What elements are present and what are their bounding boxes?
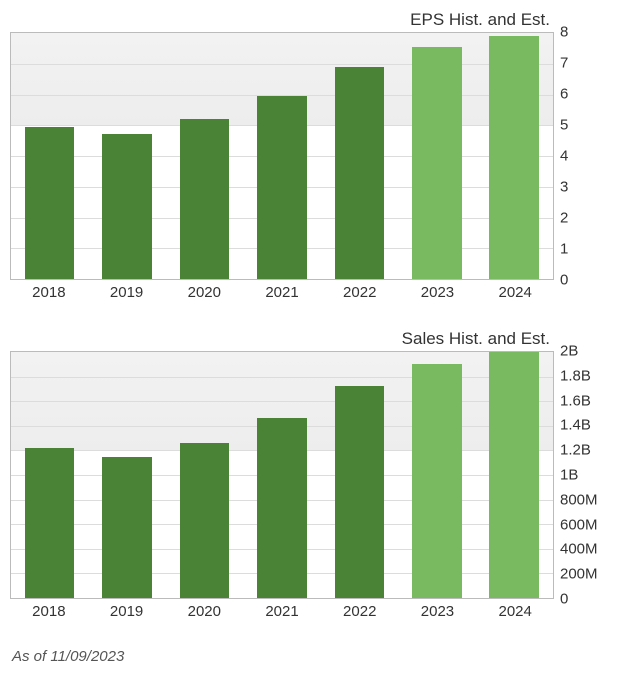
bar [180, 119, 230, 279]
y-tick-label: 5 [560, 117, 568, 134]
bar [335, 386, 385, 598]
y-axis: 012345678 [554, 32, 610, 280]
bar [257, 418, 307, 598]
plot-area [10, 351, 554, 599]
x-tick-label: 2022 [321, 280, 399, 301]
x-tick-label: 2024 [476, 599, 554, 620]
y-tick-label: 1.6B [560, 392, 591, 409]
y-tick-label: 7 [560, 55, 568, 72]
bar [257, 96, 307, 279]
bar [412, 47, 462, 279]
bar-slot [321, 352, 398, 598]
y-axis: 0200M400M600M800M1B1.2B1.4B1.6B1.8B2B [554, 351, 610, 599]
bar [25, 127, 75, 279]
chart-title: EPS Hist. and Est. [10, 10, 610, 30]
y-tick-label: 0 [560, 272, 568, 289]
bar-slot [476, 352, 553, 598]
bar-slot [243, 352, 320, 598]
bar-slot [321, 33, 398, 279]
bar [489, 352, 539, 598]
bar-slot [88, 352, 165, 598]
y-tick-label: 2 [560, 210, 568, 227]
x-tick-label: 2019 [88, 280, 166, 301]
y-tick-label: 200M [560, 566, 598, 583]
y-tick-label: 600M [560, 516, 598, 533]
bar-slot [166, 352, 243, 598]
bar [180, 443, 230, 598]
bar-slot [11, 352, 88, 598]
x-tick-label: 2023 [399, 599, 477, 620]
y-tick-label: 3 [560, 179, 568, 196]
bar-slot [476, 33, 553, 279]
bar [412, 364, 462, 598]
y-tick-label: 6 [560, 86, 568, 103]
x-tick-label: 2023 [399, 280, 477, 301]
bar-slot [166, 33, 243, 279]
x-tick-label: 2021 [243, 280, 321, 301]
bar [102, 134, 152, 279]
bar-slot [398, 33, 475, 279]
bar-slot [243, 33, 320, 279]
chart-title: Sales Hist. and Est. [10, 329, 610, 349]
y-tick-label: 800M [560, 491, 598, 508]
y-tick-label: 0 [560, 591, 568, 608]
x-tick-label: 2018 [10, 599, 88, 620]
y-tick-label: 1 [560, 241, 568, 258]
y-tick-label: 1.8B [560, 367, 591, 384]
bars [11, 33, 553, 279]
x-tick-label: 2018 [10, 280, 88, 301]
y-tick-label: 400M [560, 541, 598, 558]
y-tick-label: 1.4B [560, 417, 591, 434]
x-axis: 2018201920202021202220232024 [10, 280, 554, 301]
y-tick-label: 8 [560, 24, 568, 41]
chart-1: Sales Hist. and Est. 0 200M 400M 600M 800M 1B 1… [10, 329, 610, 620]
x-tick-label: 2020 [165, 280, 243, 301]
x-tick-label: 2020 [165, 599, 243, 620]
bar [25, 448, 75, 598]
x-tick-label: 2019 [88, 599, 166, 620]
y-tick-label: 4 [560, 148, 568, 165]
y-tick-label: 2B [560, 343, 578, 360]
y-tick-label: 1.2B [560, 442, 591, 459]
bar [335, 67, 385, 279]
bar-slot [88, 33, 165, 279]
footnote: As of 11/09/2023 [10, 648, 610, 665]
x-tick-label: 2024 [476, 280, 554, 301]
bar [102, 457, 152, 598]
bars [11, 352, 553, 598]
x-axis: 2018201920202021202220232024 [10, 599, 554, 620]
x-tick-label: 2021 [243, 599, 321, 620]
bar-slot [11, 33, 88, 279]
plot-area [10, 32, 554, 280]
y-tick-label: 1B [560, 467, 578, 484]
bar-slot [398, 352, 475, 598]
x-tick-label: 2022 [321, 599, 399, 620]
chart-0: EPS Hist. and Est.0123456782018201920202… [10, 10, 610, 301]
bar [489, 36, 539, 279]
